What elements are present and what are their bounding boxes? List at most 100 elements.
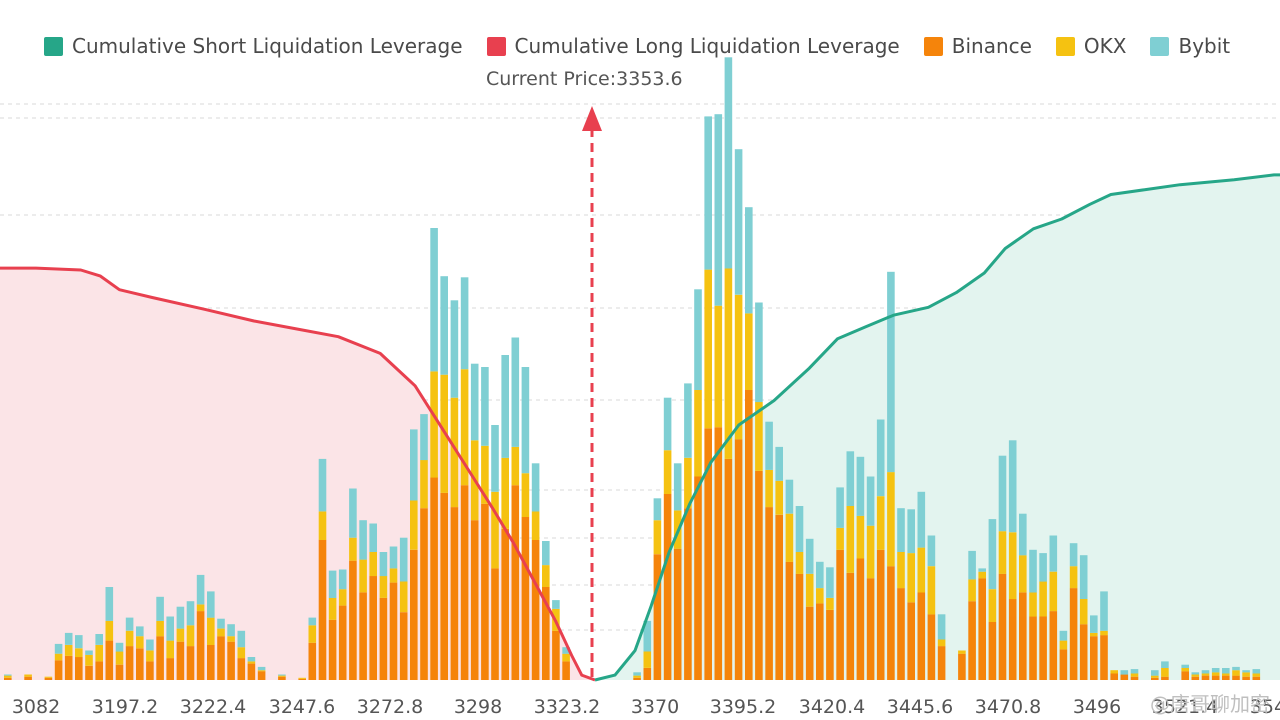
x-tick-label: 3222.4: [180, 696, 246, 718]
bar-binance: [278, 676, 286, 680]
bar-binance: [379, 597, 388, 680]
bar-binance: [1059, 649, 1068, 680]
x-tick-label: 3395.2: [710, 696, 776, 718]
bar-okx: [542, 565, 550, 587]
bar-okx: [125, 630, 134, 647]
bar-bybit: [196, 574, 205, 605]
bar-binance: [745, 390, 753, 680]
bar-binance: [755, 471, 763, 680]
legend-item-bybit[interactable]: Bybit: [1150, 34, 1230, 58]
bar-binance: [166, 658, 174, 680]
bar-okx: [308, 625, 317, 643]
bar-binance: [1039, 616, 1047, 680]
legend-item-short[interactable]: Cumulative Short Liquidation Leverage: [44, 34, 463, 58]
bar-okx: [643, 651, 652, 668]
bar-okx: [531, 511, 540, 540]
bar-bybit: [217, 618, 225, 629]
bar-binance: [775, 514, 783, 680]
bar-binance: [420, 508, 428, 680]
bar-binance: [531, 539, 540, 680]
bar-okx: [1019, 555, 1027, 593]
bar-okx: [95, 645, 103, 662]
bar-binance: [734, 439, 743, 680]
bar-binance: [349, 560, 357, 680]
current-price-arrow: [582, 106, 602, 131]
bar-binance: [95, 661, 103, 680]
bar-bybit: [207, 591, 215, 618]
bar-bybit: [54, 643, 63, 654]
bar-binance: [146, 661, 154, 680]
legend-label-bybit: Bybit: [1178, 34, 1231, 58]
bar-binance: [247, 663, 256, 680]
bar-bybit: [136, 626, 144, 637]
bar-okx: [795, 552, 804, 574]
bar-bybit: [4, 674, 12, 676]
bar-okx: [1090, 632, 1098, 637]
bar-bybit: [552, 600, 560, 609]
bar-okx: [379, 576, 388, 598]
legend-item-okx[interactable]: OKX: [1055, 34, 1126, 58]
bar-binance: [542, 587, 550, 680]
bar-bybit: [907, 509, 915, 554]
bar-bybit: [491, 425, 499, 492]
bar-okx: [24, 674, 32, 677]
bar-binance: [450, 507, 459, 680]
bar-okx: [186, 625, 195, 647]
legend-item-binance[interactable]: Binance: [923, 34, 1032, 58]
bar-bybit: [765, 421, 773, 470]
bar-binance: [1151, 677, 1159, 680]
bar-binance: [694, 476, 702, 680]
bar-bybit: [430, 228, 438, 372]
bar-binance: [237, 658, 246, 680]
bar-okx: [4, 675, 12, 678]
bar-okx: [887, 472, 895, 567]
bar-bybit: [633, 672, 641, 676]
bar-okx: [85, 654, 93, 666]
bar-bybit: [521, 367, 530, 474]
bar-okx: [1110, 670, 1118, 674]
bar-bybit: [278, 674, 286, 676]
bar-binance: [897, 588, 905, 680]
bar-binance: [430, 477, 438, 680]
x-tick-label: 3470.8: [975, 696, 1041, 718]
bar-okx: [1151, 675, 1159, 678]
bar-binance: [704, 428, 712, 680]
x-tick-label: 3323.2: [534, 696, 600, 718]
bar-okx: [278, 675, 286, 677]
bar-okx: [765, 469, 773, 508]
bar-bybit: [237, 630, 246, 648]
bar-bybit: [247, 657, 256, 662]
bar-bybit: [399, 537, 408, 582]
bar-okx: [785, 513, 794, 562]
bar-binance: [75, 657, 83, 680]
bar-binance: [1191, 676, 1200, 680]
bar-bybit: [1161, 661, 1169, 668]
bar-bybit: [755, 302, 763, 403]
bar-okx: [217, 628, 225, 637]
bar-okx: [349, 537, 357, 561]
bar-okx: [917, 547, 926, 593]
bar-okx: [501, 457, 509, 529]
bar-binance: [937, 646, 946, 680]
bar-bybit: [531, 463, 540, 512]
bar-binance: [653, 554, 662, 680]
bar-okx: [399, 581, 408, 613]
bar-binance: [338, 605, 347, 680]
bar-binance: [115, 664, 124, 680]
legend-item-long[interactable]: Cumulative Long Liquidation Leverage: [486, 34, 900, 58]
legend-swatch-short: [44, 36, 63, 56]
bar-okx: [1201, 673, 1210, 676]
bar-bybit: [85, 650, 93, 655]
bar-binance: [958, 653, 966, 680]
bar-bybit: [805, 538, 814, 574]
bar-binance: [399, 612, 408, 680]
bar-okx: [968, 579, 976, 602]
bar-okx: [389, 568, 398, 583]
bar-binance: [501, 529, 509, 680]
bar-okx: [562, 653, 570, 662]
bar-okx: [1232, 670, 1240, 676]
bar-okx: [1079, 599, 1088, 625]
bar-bybit: [75, 635, 83, 649]
bar-okx: [1181, 668, 1189, 672]
bar-binance: [1090, 636, 1098, 680]
